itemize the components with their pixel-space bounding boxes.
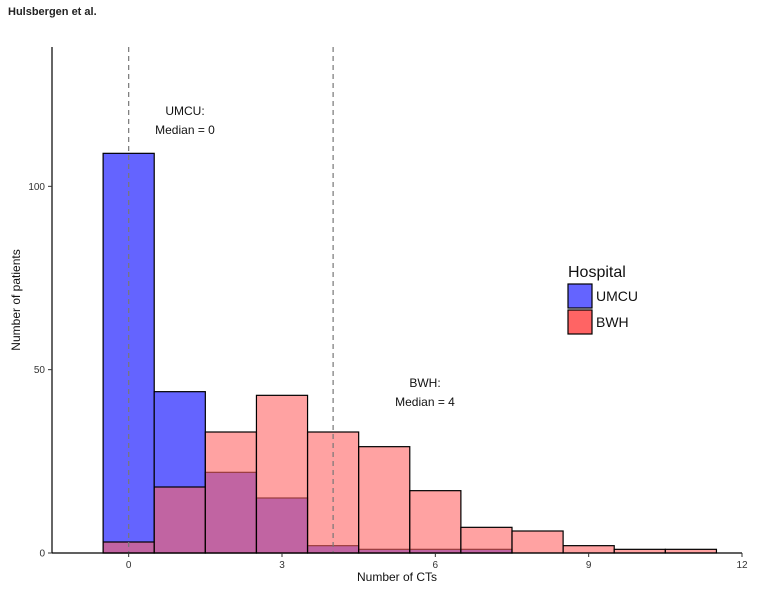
median-annotation-bwh-value: Median = 4 — [395, 395, 455, 409]
x-tick-label-9: 9 — [586, 560, 592, 571]
bar-bwh-8 — [511, 530, 564, 554]
median-annotation-umcu-title: UMCU: — [165, 104, 204, 118]
bar-bwh-7 — [460, 526, 513, 554]
x-tick-label-3: 3 — [279, 560, 285, 571]
y-tick-label-100: 100 — [28, 182, 45, 193]
bwh-bars — [102, 394, 718, 554]
x-tick-label-6: 6 — [433, 560, 439, 571]
legend-title: Hospital — [568, 264, 626, 281]
median-annotations: UMCU: Median = 0 BWH: Median = 4 — [155, 104, 455, 409]
bar-bwh-6 — [409, 490, 462, 554]
median-lines — [128, 47, 334, 553]
x-axis-title: Number of CTs — [357, 570, 437, 584]
bar-bwh-2 — [204, 431, 258, 554]
median-annotation-umcu-value: Median = 0 — [155, 123, 215, 137]
bar-bwh-5 — [358, 446, 411, 554]
legend-label-bwh: BWH — [596, 314, 629, 330]
median-annotation-bwh-title: BWH: — [409, 376, 440, 390]
y-tick-label-0: 0 — [39, 549, 45, 560]
axes: 0 3 6 9 12 0 50 100 — [28, 47, 748, 571]
bar-bwh-9 — [562, 545, 615, 554]
x-tick-label-0: 0 — [126, 560, 132, 571]
legend-label-umcu: UMCU — [596, 288, 638, 304]
x-tick-label-12: 12 — [736, 560, 748, 571]
legend-key-bwh — [567, 309, 593, 335]
author-label: Hulsbergen et al. — [8, 6, 97, 18]
bar-bwh-1 — [153, 486, 206, 554]
y-axis-title: Number of patients — [9, 249, 23, 350]
y-tick-label-50: 50 — [34, 365, 46, 376]
legend-key-umcu — [567, 283, 593, 309]
bar-bwh-3 — [255, 394, 309, 554]
legend: Hospital UMCU BWH — [567, 264, 638, 335]
